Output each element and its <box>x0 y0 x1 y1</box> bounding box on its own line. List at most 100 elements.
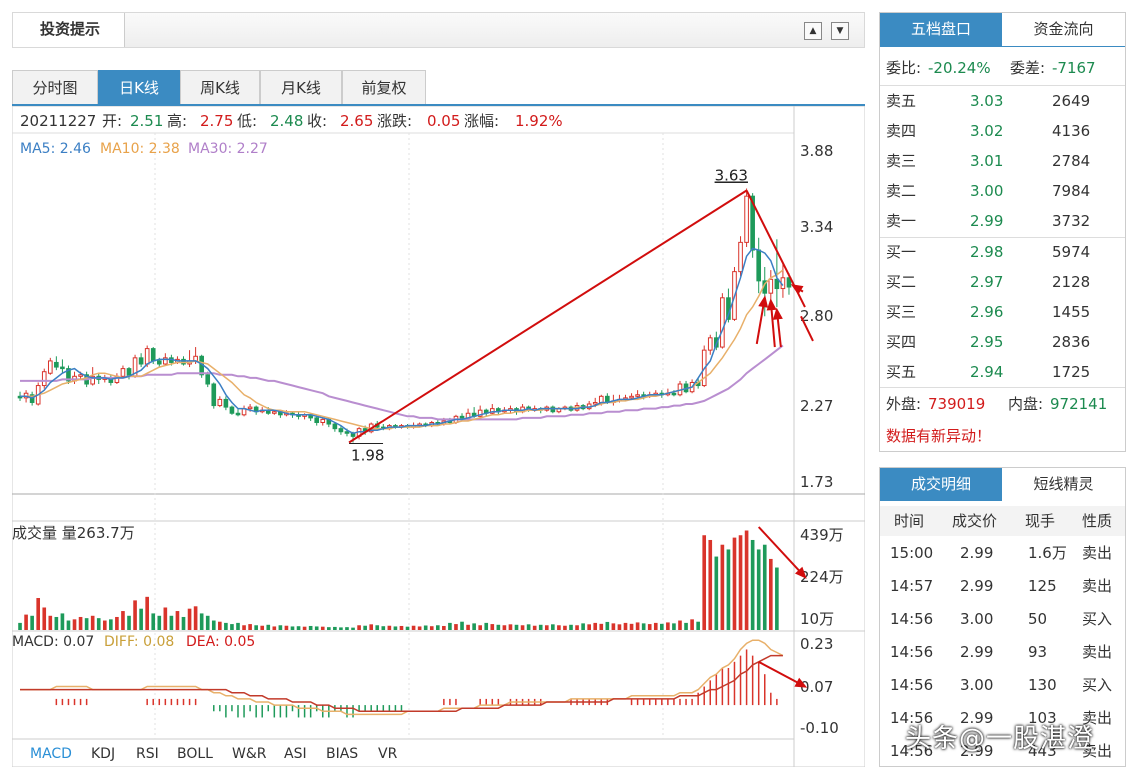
trade-row: 14:57 2.99 125 卖出 <box>880 571 1125 601</box>
book-vol: 1725 <box>1052 363 1091 381</box>
macd-tick-0.07: 0.07 <box>800 678 833 696</box>
trough-annotation: 1.98 <box>351 447 384 465</box>
tab-daily-k[interactable]: 日K线 <box>98 70 180 105</box>
indicator-rsi[interactable]: RSI <box>136 746 159 762</box>
bid-row[interactable]: 买一 2.98 5974 <box>880 237 1125 267</box>
volume-bar <box>381 626 386 630</box>
volume-bar <box>260 625 265 630</box>
bid-row[interactable]: 买三 2.96 1455 <box>880 297 1125 327</box>
bid-row[interactable]: 买二 2.97 2128 <box>880 267 1125 297</box>
ma5-label: MA5: 2.46 <box>20 141 91 157</box>
volume-bar <box>218 621 222 630</box>
indicator-vr[interactable]: VR <box>378 746 398 762</box>
volume-bar <box>66 620 71 630</box>
col-time: 时间 <box>894 512 925 530</box>
tab-money-flow[interactable]: 资金流向 <box>1033 20 1094 38</box>
volume-bar <box>72 619 77 630</box>
anomaly-alert-link[interactable]: 数据有新异动！ <box>880 421 1125 451</box>
indicator-boll[interactable]: BOLL <box>177 746 213 762</box>
indicator-wr[interactable]: W&R <box>232 746 267 762</box>
volume-bar <box>744 530 749 630</box>
volume-bar <box>708 539 713 630</box>
volume-bar <box>314 626 319 630</box>
book-label: 买二 <box>886 273 917 291</box>
trade-vol: 130 <box>1028 676 1057 694</box>
volume-bar <box>593 622 598 630</box>
trade-row: 14:56 2.99 93 卖出 <box>880 637 1125 667</box>
volume-bar <box>42 607 47 630</box>
volume-bar <box>290 626 295 630</box>
volume-bar <box>775 567 779 630</box>
tab-order-book[interactable]: 五档盘口 <box>880 13 1002 46</box>
tab-monthly-k[interactable]: 月K线 <box>260 70 342 105</box>
weibi-value: -20.24% <box>928 59 991 77</box>
indicator-bias[interactable]: BIAS <box>326 746 358 762</box>
scroll-down-button[interactable]: ▼ <box>831 22 849 40</box>
watermark: 头条@一股湛澄 <box>905 724 1095 754</box>
candle <box>223 396 229 411</box>
trade-price: 2.99 <box>960 643 994 661</box>
candle <box>229 405 235 415</box>
candle <box>199 354 204 378</box>
volume-bar <box>678 620 682 630</box>
candle <box>477 405 483 420</box>
volume-bar <box>163 607 168 630</box>
ask-row[interactable]: 卖二 3.00 7984 <box>880 176 1125 206</box>
weicha-value: -7167 <box>1052 59 1096 77</box>
book-price: 3.03 <box>970 92 1004 110</box>
ask-row[interactable]: 卖一 2.99 3732 <box>880 206 1125 236</box>
volume-bar <box>472 623 476 630</box>
bid-row[interactable]: 买四 2.95 2836 <box>880 327 1125 357</box>
inner-value: 972141 <box>1050 395 1108 413</box>
trade-time: 14:56 <box>890 610 934 628</box>
ma30-line <box>20 344 784 421</box>
book-label: 买五 <box>886 363 917 381</box>
volume-bar <box>18 622 22 630</box>
book-label: 卖三 <box>886 152 917 170</box>
candle <box>635 390 640 398</box>
trade-row: 14:56 3.00 130 买入 <box>880 670 1125 700</box>
bid-row[interactable]: 买五 2.94 1725 <box>880 357 1125 387</box>
indicator-macd[interactable]: MACD <box>30 746 72 762</box>
trade-vol: 93 <box>1028 643 1048 661</box>
outer-inner-row: 外盘: 739019 内盘: 972141 <box>880 389 1125 419</box>
indicator-kdj[interactable]: KDJ <box>91 746 115 762</box>
candle <box>314 416 320 426</box>
weicha-label: 委差: <box>1010 59 1046 77</box>
candle <box>54 356 59 371</box>
tab-short-term-genie[interactable]: 短线精灵 <box>1033 475 1094 493</box>
vol-tick-10: 10万 <box>800 610 834 628</box>
volume-bar <box>405 626 410 630</box>
scroll-up-button[interactable]: ▲ <box>804 22 822 40</box>
trade-side: 卖出 <box>1082 643 1113 661</box>
kline-chart[interactable]: 20211227 开: 2.51 高: 2.75 低: 2.48 收: 2.65… <box>12 106 865 767</box>
volume-bar <box>448 622 452 630</box>
ask-row[interactable]: 卖四 3.02 4136 <box>880 116 1125 146</box>
volume-bar <box>411 625 416 630</box>
book-price: 2.97 <box>970 273 1004 291</box>
book-label: 卖五 <box>886 92 917 110</box>
candle <box>707 334 713 355</box>
book-vol: 1455 <box>1052 303 1091 321</box>
volume-bar <box>224 622 228 630</box>
volume-bar <box>520 625 525 630</box>
ask-row[interactable]: 卖三 3.01 2784 <box>880 146 1125 176</box>
indicator-asi[interactable]: ASI <box>284 746 307 762</box>
tab-intraday[interactable]: 分时图 <box>12 70 98 105</box>
candle <box>720 293 725 349</box>
volume-bar <box>151 613 156 630</box>
candle <box>320 417 326 426</box>
tab-forward-adjust[interactable]: 前复权 <box>342 70 426 105</box>
trade-time: 14:57 <box>890 577 934 595</box>
volume-bar <box>696 621 700 630</box>
tab-weekly-k[interactable]: 周K线 <box>180 70 260 105</box>
trade-row: 15:00 2.99 1.6万 卖出 <box>880 538 1125 568</box>
tab-trade-detail[interactable]: 成交明细 <box>880 468 1002 501</box>
book-price: 3.01 <box>970 152 1004 170</box>
arrow <box>755 295 769 345</box>
volume-bar <box>732 537 737 630</box>
trade-side: 买入 <box>1082 676 1113 694</box>
ask-row[interactable]: 卖五 3.03 2649 <box>880 86 1125 116</box>
ma30-label: MA30: 2.27 <box>188 141 268 157</box>
trade-time: 14:56 <box>890 709 934 727</box>
